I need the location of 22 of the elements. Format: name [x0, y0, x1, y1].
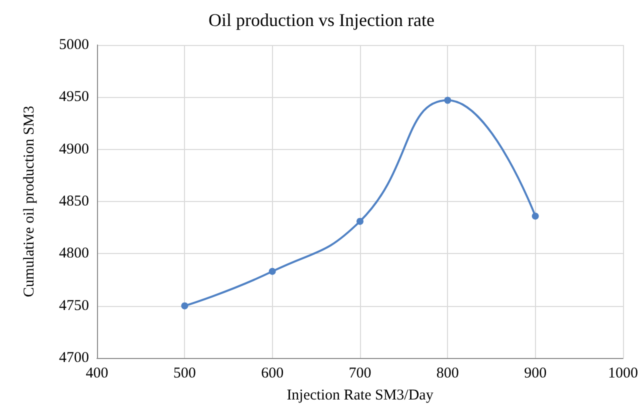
x-tick-label: 600 [261, 366, 284, 382]
x-tick-label: 1000 [608, 366, 638, 382]
y-axis-title: Cumulative oil production SM3 [22, 106, 38, 298]
y-tick-label: 4700 [59, 350, 89, 366]
point [181, 302, 188, 310]
x-tick-label: 400 [86, 366, 108, 382]
point [444, 96, 452, 104]
x-tick-label: 800 [436, 366, 459, 382]
y-tick-label: 5000 [59, 37, 89, 53]
x-tick-label: 700 [348, 366, 372, 382]
y-tick-label: 4950 [59, 89, 89, 106]
point [532, 212, 539, 220]
point [268, 268, 276, 275]
x-tick-label: 500 [173, 366, 196, 382]
y-tick-label: 4750 [59, 298, 89, 314]
x-tick-label: 900 [524, 366, 547, 382]
y-tick-label: 4800 [59, 246, 89, 262]
y-tick-label: 4850 [59, 194, 89, 210]
y-tick-label: 4900 [59, 141, 89, 158]
point [356, 218, 364, 225]
chart-title: Oil production vs Injection rate [208, 10, 434, 30]
x-axis-title: Injection Rate SM3/Day [286, 388, 434, 404]
